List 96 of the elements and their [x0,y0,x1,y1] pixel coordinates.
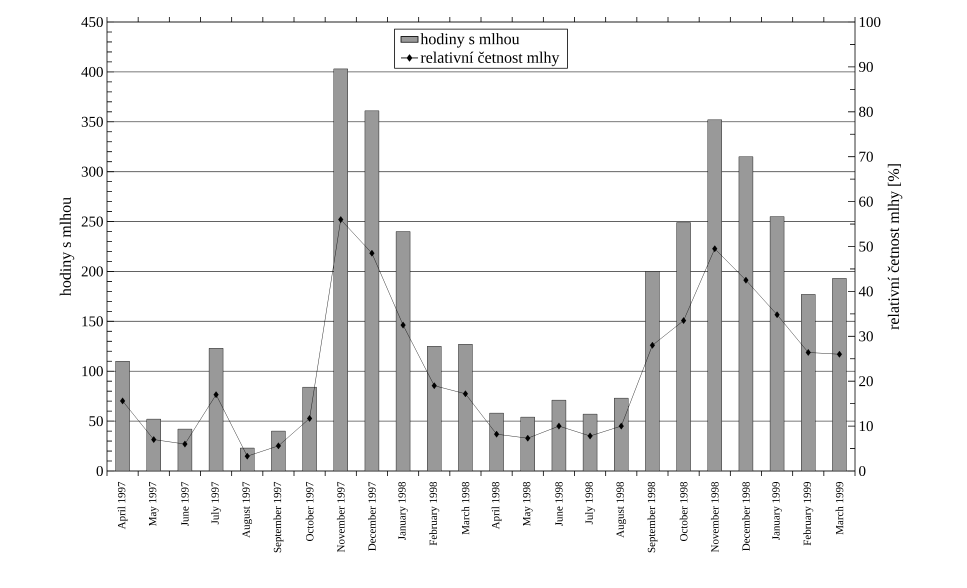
y2-tick-label: 60 [859,196,873,207]
y2-tick-label: 30 [859,331,873,342]
y2-tick-label: 100 [860,16,880,28]
x-tick-label: May 1997 [148,482,159,526]
point [462,390,468,398]
point [369,250,375,257]
bar [801,294,816,471]
bar [832,278,847,471]
y2-tick-label: 10 [860,421,873,432]
bar [582,414,598,471]
y2-tick-label: 40 [858,286,873,296]
x-tick-label: May 1998 [522,482,533,526]
y-axis-title: hodiny s mlhou [60,197,74,296]
x-tick-label: January 1998 [398,482,408,540]
point [618,422,624,430]
bar [738,156,754,471]
y2-tick-label: 20 [859,376,873,386]
point [213,391,219,398]
x-tick-label: February 1998 [429,482,440,546]
y-tick-label: 0 [96,466,103,476]
point [432,382,437,390]
bar [458,344,473,471]
point [151,436,156,443]
x-tick-label: June 1997 [181,482,189,526]
y-tick-label: 400 [81,66,103,77]
point [276,442,282,450]
legend-label: hodiny s mlhou [420,33,520,48]
point [836,350,842,358]
y-tick-label: 250 [82,216,103,227]
point [120,398,126,404]
y-tick-label: 50 [89,416,103,426]
y2-tick-label: 90 [859,62,873,72]
point [806,349,811,356]
x-tick-label: April 1998 [492,482,502,530]
y-tick-label: 200 [82,266,103,276]
bar [240,448,254,471]
y-tick-label: 100 [82,366,103,376]
legend-label: relativní četnost mlhy [420,52,560,66]
y-tick-label: 450 [81,16,103,28]
bar [708,120,722,471]
point [400,322,406,328]
point [743,276,749,284]
point [650,342,656,349]
bar [115,361,130,471]
x-tick-label: November 1998 [710,482,719,552]
x-tick-label: December 1997 [368,482,376,551]
y-tick-label: 150 [82,316,103,326]
y2-tick-label: 70 [860,152,873,162]
bar [334,68,348,471]
x-tick-label: February 1999 [803,482,814,546]
bar [676,222,691,471]
x-tick-label: October 1998 [680,482,688,542]
point [338,216,344,223]
point [681,317,686,324]
point [588,432,593,440]
x-tick-label: August 1998 [616,482,626,538]
y2-axis-title: relativní četnost mlhy [%] [888,164,902,330]
bar [396,231,410,471]
x-tick-label: April 1997 [118,482,128,530]
point [525,434,530,442]
bar [146,418,161,471]
x-tick-label: August 1997 [242,482,252,538]
x-tick-label: October 1997 [306,482,314,542]
y-tick-label: 300 [82,166,103,177]
x-tick-label: March 1998 [462,482,470,534]
point [306,415,312,422]
x-tick-label: July 1997 [211,482,222,524]
bar [178,428,192,471]
bar [302,386,317,471]
y2-tick-label: 50 [859,241,873,252]
bar [208,348,224,471]
x-tick-label: March 1999 [836,482,844,534]
x-tick-label: November 1997 [336,482,345,552]
bar [271,430,286,471]
x-tick-label: June 1998 [555,482,563,526]
point [182,440,188,448]
bar [645,271,660,471]
y2-tick-label: 80 [859,106,873,117]
x-tick-label: December 1998 [742,482,750,551]
bar [520,416,535,471]
bar [427,346,442,471]
x-tick-label: September 1997 [273,482,284,552]
bar [364,110,380,471]
point [774,311,780,318]
bar [614,398,628,471]
bar [770,216,784,471]
y-tick-label: 350 [82,116,103,127]
point [494,430,500,438]
x-tick-label: January 1999 [772,482,782,540]
x-tick-label: July 1998 [585,482,596,524]
bar [489,412,504,471]
point [712,245,718,252]
point [556,422,562,430]
bar [552,400,566,471]
y2-tick-label: 0 [859,466,866,476]
x-tick-label: September 1998 [647,482,658,552]
